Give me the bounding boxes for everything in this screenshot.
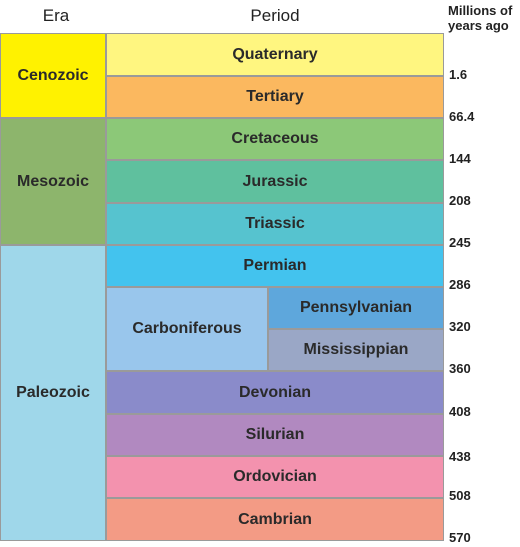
age-tick: 286 [449,277,471,292]
units-header-line2: years ago [448,18,509,33]
period-carboniferous: Carboniferous [106,287,268,371]
period-label: Devonian [238,383,311,401]
period-ordovician: Ordovician [106,456,444,498]
period-label: Quaternary [232,45,318,63]
age-tick: 570 [449,530,471,545]
era-mesozoic: Mesozoic [0,118,106,245]
subperiod-mississippian: Mississippian [268,329,444,371]
period-cambrian: Cambrian [106,498,444,541]
age-tick: 360 [449,361,471,376]
period-label: Carboniferous [132,320,242,337]
age-tick: 320 [449,319,471,334]
period-tertiary: Tertiary [106,76,444,118]
units-header: Millions of years ago [448,3,520,33]
period-cretaceous: Cretaceous [106,118,444,160]
age-tick: 408 [449,404,471,419]
period-silurian: Silurian [106,414,444,456]
age-tick: 66.4 [449,109,475,124]
era-paleozoic: Paleozoic [0,245,106,541]
units-header-line1: Millions of [448,3,513,18]
age-tick: 508 [449,488,471,503]
age-tick: 438 [449,449,471,464]
period-label: Cretaceous [231,130,319,147]
period-label: Jurassic [242,172,308,190]
age-tick: 144 [449,151,471,166]
age-tick: 245 [449,235,471,250]
period-label: Silurian [245,426,305,443]
subperiod-pennsylvanian: Pennsylvanian [268,287,444,329]
period-label: Cambrian [238,510,312,528]
period-triassic: Triassic [106,203,444,245]
era-label: Paleozoic [16,384,90,401]
age-tick: 208 [449,193,471,208]
period-label: Pennsylvanian [299,299,413,316]
period-permian: Permian [106,245,444,287]
period-label: Mississippian [303,341,409,358]
era-label: Mesozoic [16,172,89,190]
period-column-header: Period [250,6,300,25]
period-devonian: Devonian [106,371,444,414]
era-column-header: Era [42,6,70,25]
age-tick: 1.6 [449,67,468,82]
period-quaternary: Quaternary [106,33,444,76]
era-label: Cenozoic [17,66,89,84]
period-jurassic: Jurassic [106,160,444,203]
period-label: Permian [243,257,307,274]
period-label: Tertiary [246,88,304,105]
period-label: Triassic [245,215,305,232]
period-label: Ordovician [233,468,317,485]
era-cenozoic: Cenozoic [0,33,106,118]
